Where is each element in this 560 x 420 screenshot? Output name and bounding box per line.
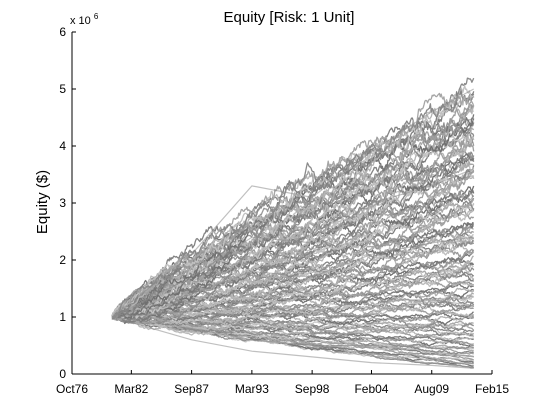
equity-series-line (111, 169, 475, 319)
y-exponent-base: x 10 (70, 15, 91, 27)
y-tick-label: 3 (59, 196, 66, 210)
chart-title: Equity [Risk: 1 Unit] (224, 9, 355, 26)
equity-series-line (111, 300, 475, 320)
x-tick-label: Mar93 (235, 382, 269, 396)
x-tick-label: Oct76 (56, 382, 88, 396)
series-layer (111, 77, 475, 369)
equity-series-line (111, 88, 474, 318)
axes-layer: 0 1 2 3 4 5 6 Oct76 Mar82 Sep87 Mar93 Sep98 Feb04 Aug… (56, 25, 509, 396)
y-exponent-label: x 10 6 (70, 12, 99, 27)
y-axis-title: Equity ($) (34, 170, 51, 234)
equity-series-line (112, 316, 474, 358)
y-tick-label: 4 (59, 139, 66, 153)
equity-series-line (111, 168, 474, 318)
x-tick-label: Sep87 (174, 382, 209, 396)
x-tick-label: Sep98 (295, 382, 330, 396)
equity-series-line (112, 139, 475, 319)
equity-series-line (112, 316, 474, 369)
y-tick-label: 2 (59, 253, 66, 267)
equity-series-line (112, 299, 474, 318)
equity-series-line (111, 134, 475, 317)
y-exponent-power: 6 (94, 12, 99, 21)
y-tick-label: 1 (59, 310, 66, 324)
equity-series-line (111, 316, 474, 363)
equity-series-line (112, 236, 474, 318)
x-tick-label: Feb04 (354, 382, 388, 396)
equity-series-line (111, 77, 475, 320)
y-tick-label: 6 (59, 25, 66, 39)
x-tick-label: Aug09 (414, 382, 449, 396)
y-tick-label: 5 (59, 82, 66, 96)
y-tick-label: 0 (59, 367, 66, 381)
equity-series-line (111, 316, 474, 361)
x-tick-label: Mar82 (114, 382, 148, 396)
equity-series-line (111, 93, 475, 317)
x-tick-label: Feb15 (475, 382, 509, 396)
